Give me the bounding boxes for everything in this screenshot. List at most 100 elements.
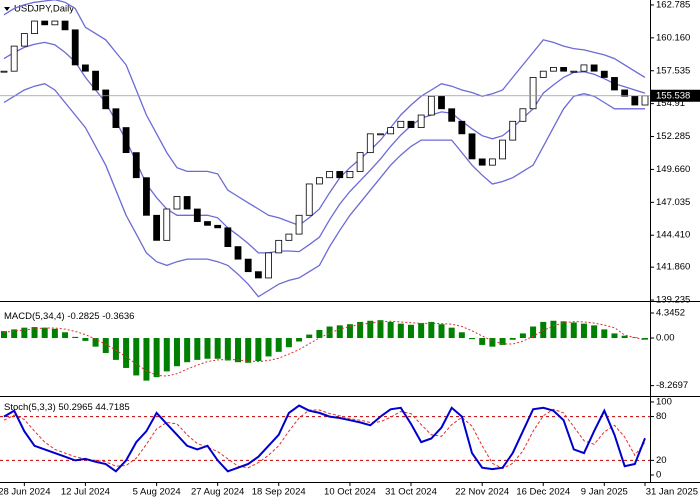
macd-bar xyxy=(51,328,58,339)
candle xyxy=(356,152,364,172)
candle xyxy=(417,114,425,128)
macd-bar xyxy=(133,338,140,376)
candle xyxy=(285,233,293,241)
y-tick-label: 162.785 xyxy=(656,0,690,10)
macd-bar xyxy=(21,327,28,339)
macd-bar xyxy=(530,326,537,339)
candle xyxy=(407,120,415,128)
macd-bar xyxy=(1,331,7,339)
candle xyxy=(377,133,384,136)
macd-bar xyxy=(204,338,211,359)
macd-value: -0.2825 xyxy=(67,311,99,322)
bollinger-band xyxy=(3,41,646,254)
candle xyxy=(31,20,38,34)
menu-arrow xyxy=(4,7,10,11)
candle xyxy=(316,177,323,185)
stoch-signal-value: 44.7185 xyxy=(95,402,129,413)
macd-bar xyxy=(621,335,628,339)
x-tick-label: 22 Nov 2024 xyxy=(455,487,509,498)
candle xyxy=(51,20,59,26)
macd-bar xyxy=(387,321,394,339)
macd-bar xyxy=(235,338,242,363)
candle xyxy=(550,67,557,72)
macd-signal-value: -0.3636 xyxy=(102,311,134,322)
macd-bar xyxy=(194,338,201,360)
macd-bar xyxy=(519,333,526,339)
macd-bar xyxy=(550,320,557,339)
candle xyxy=(173,196,181,210)
candle xyxy=(143,177,150,216)
candle xyxy=(529,77,537,110)
macd-bar xyxy=(448,327,455,339)
candle xyxy=(387,127,395,135)
candle xyxy=(224,227,232,248)
stoch-main xyxy=(3,404,646,473)
candle xyxy=(580,64,588,72)
macd-bar xyxy=(489,338,496,347)
stoch-title: Stoch(5,3,3) xyxy=(4,402,56,413)
macd-header: MACD(5,34,4) -0.2825 -0.3636 xyxy=(4,311,134,322)
macd-bar xyxy=(255,338,262,362)
y-tick-label: 0.00 xyxy=(656,333,675,344)
macd-bar xyxy=(560,321,567,339)
macd-bar xyxy=(570,322,577,339)
chart-title: USDJPY,Daily xyxy=(14,4,74,15)
macd-bar xyxy=(265,338,272,357)
macd-bar xyxy=(224,338,231,361)
macd-bar xyxy=(31,327,38,339)
candle xyxy=(611,77,618,91)
bollinger-band xyxy=(3,83,645,298)
macd-bar xyxy=(591,325,598,339)
macd-signal xyxy=(3,320,646,377)
y-tick-label: -8.2697 xyxy=(656,380,688,391)
macd-bar xyxy=(540,321,547,339)
candle xyxy=(204,221,211,226)
x-tick-label: 16 Dec 2024 xyxy=(516,487,570,498)
macd-bar xyxy=(214,338,221,359)
candle xyxy=(468,133,476,160)
candle xyxy=(427,95,435,116)
candle xyxy=(458,120,466,135)
macd-bar xyxy=(397,323,404,339)
macd-bar xyxy=(296,338,303,342)
candle xyxy=(346,171,354,179)
macd-bar xyxy=(92,338,99,347)
candle xyxy=(10,45,18,72)
macd-bar xyxy=(357,321,364,339)
macd-bar xyxy=(41,327,48,339)
candle xyxy=(560,67,568,72)
candle xyxy=(478,158,486,166)
candle xyxy=(448,108,456,122)
candle xyxy=(214,224,222,229)
macd-bar xyxy=(72,336,79,339)
candle xyxy=(631,95,639,106)
macd-bar xyxy=(438,324,445,339)
candle xyxy=(570,70,578,73)
stoch-main-value: 50.2965 xyxy=(58,402,92,413)
candle xyxy=(0,70,8,73)
candle xyxy=(539,70,547,78)
y-tick-label: 157.535 xyxy=(656,65,690,76)
x-tick-label: 5 Aug 2024 xyxy=(133,487,181,498)
candle xyxy=(499,139,506,160)
macd-bar xyxy=(285,338,292,348)
candle xyxy=(265,252,272,279)
candle xyxy=(590,64,598,72)
candle xyxy=(509,120,517,141)
candle xyxy=(163,208,171,241)
macd-bar xyxy=(326,326,333,339)
x-tick-label: 31 Jan 2025 xyxy=(646,487,698,498)
candle xyxy=(234,246,242,260)
macd-bar xyxy=(11,329,18,339)
macd-bar xyxy=(377,320,384,339)
x-tick-label: 9 Jan 2025 xyxy=(581,487,628,498)
stoch-signal xyxy=(3,408,646,469)
y-tick-label: 100 xyxy=(656,396,672,407)
y-tick-label: 144.410 xyxy=(656,230,690,241)
bollinger-band xyxy=(3,0,646,227)
candle xyxy=(92,70,99,91)
macd-bar xyxy=(458,332,465,339)
macd-bar xyxy=(509,338,516,340)
